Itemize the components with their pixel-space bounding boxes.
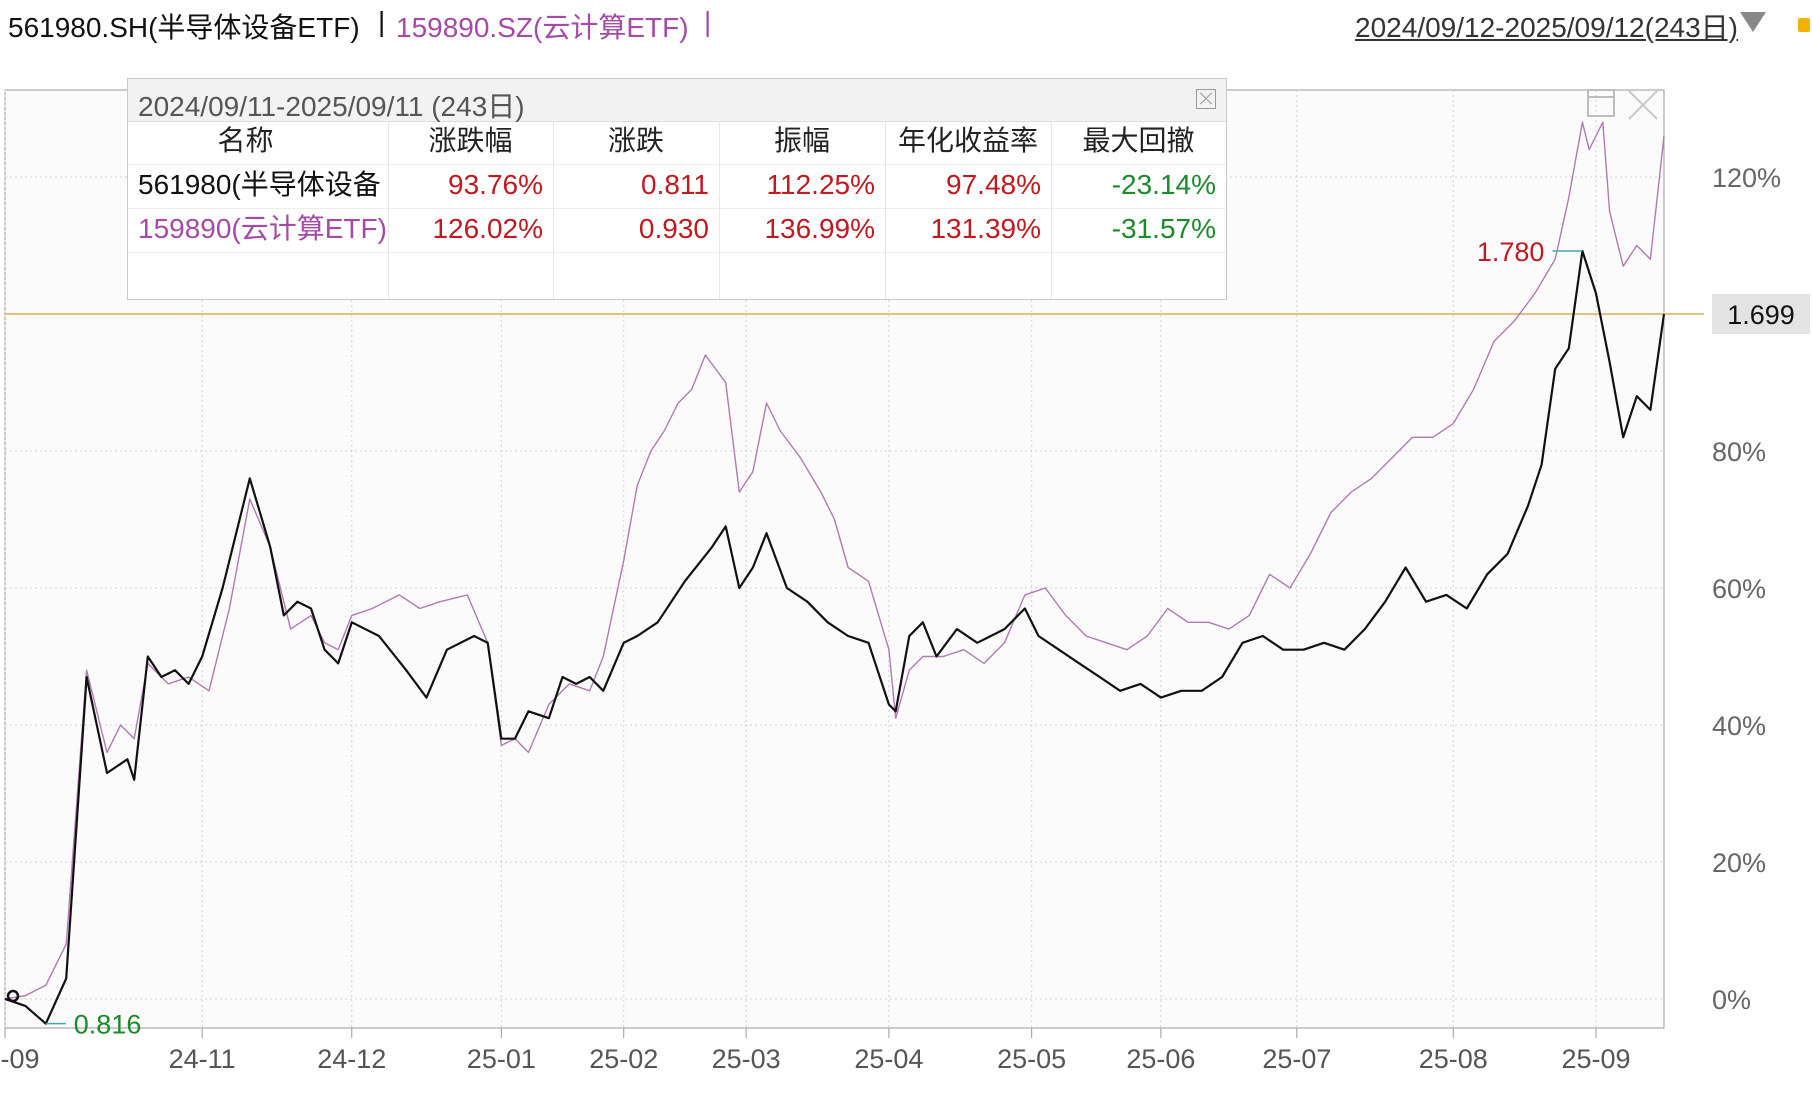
row-name[interactable]: 561980(半导体设备	[138, 169, 381, 200]
stats-panel: 2024/09/11-2025/09/11 (243日) 名称 涨跌幅 涨跌 振…	[127, 78, 1227, 300]
cell-change-pct: 93.76%	[448, 169, 543, 200]
column-header-change[interactable]: 涨跌	[607, 125, 664, 156]
cell-annualized: 131.39%	[930, 213, 1041, 244]
cell-change: 0.811	[641, 169, 709, 200]
row-divider	[128, 252, 1226, 253]
y-tick-label: 20%	[1712, 848, 1766, 878]
stats-period-title: 2024/09/11-2025/09/11 (243日)	[138, 91, 525, 122]
title-separator: |	[378, 6, 386, 37]
column-divider	[719, 121, 720, 299]
x-tick-label: 24-09	[0, 1044, 40, 1074]
current-value-tag	[1712, 294, 1810, 334]
column-divider	[553, 121, 554, 299]
series-a-title[interactable]: 561980.SH(半导体设备ETF)	[8, 12, 360, 43]
close-icon[interactable]	[1196, 89, 1216, 109]
column-header-amplitude[interactable]: 振幅	[773, 125, 830, 156]
x-tick-label: 25-07	[1262, 1044, 1331, 1074]
x-tick-label: 25-04	[854, 1044, 923, 1074]
y-tick-label: 120%	[1712, 163, 1781, 193]
row-name[interactable]: 159890(云计算ETF)	[138, 213, 386, 244]
x-tick-label: 25-02	[589, 1044, 658, 1074]
x-tick-label: 24-11	[169, 1044, 236, 1074]
x-tick-label: 25-03	[712, 1044, 781, 1074]
x-tick-label: 25-05	[997, 1044, 1066, 1074]
title-separator: |	[704, 6, 712, 37]
y-tick-label: 60%	[1712, 574, 1766, 604]
y-tick-label: 40%	[1712, 711, 1766, 741]
min-value-annotation: 0.816	[74, 1010, 142, 1040]
series-line-561980	[4, 249, 1666, 1025]
stats-panel-header: 2024/09/11-2025/09/11 (243日)	[128, 79, 1226, 122]
stats-table: 名称 涨跌幅 涨跌 振幅 年化收益率 最大回撤 561980(半导体设备 93.…	[128, 121, 1226, 299]
column-divider	[885, 121, 886, 299]
close-icon[interactable]	[1626, 88, 1660, 122]
column-header-name[interactable]: 名称	[217, 125, 274, 156]
window-icon[interactable]	[1586, 88, 1616, 118]
column-header-max-drawdown[interactable]: 最大回撤	[1082, 125, 1195, 156]
x-tick-label: 25-01	[467, 1044, 536, 1074]
column-divider	[388, 121, 389, 299]
x-tick-label: 25-09	[1561, 1044, 1630, 1074]
date-range-selector[interactable]: 2024/09/12-2025/09/12(243日)	[1355, 12, 1738, 43]
cell-max-drawdown: -31.57%	[1111, 213, 1216, 244]
x-tick-label: 25-08	[1419, 1044, 1488, 1074]
row-divider	[128, 208, 1226, 209]
series-line-159890	[4, 121, 1665, 1000]
cell-amplitude: 136.99%	[764, 213, 875, 244]
start-point-marker	[6, 989, 20, 1003]
max-value-annotation: 1.780	[1477, 237, 1545, 267]
cell-amplitude: 112.25%	[766, 169, 875, 200]
cell-annualized: 97.48%	[946, 169, 1041, 200]
badge-icon	[1798, 18, 1810, 32]
column-divider	[1051, 121, 1052, 299]
series-b-title[interactable]: 159890.SZ(云计算ETF)	[396, 12, 689, 43]
x-tick-label: 25-06	[1126, 1044, 1195, 1074]
cell-max-drawdown: -23.14%	[1111, 169, 1216, 200]
x-tick-label: 24-12	[317, 1044, 386, 1074]
header-bar: 561980.SH(半导体设备ETF) | 159890.SZ(云计算ETF) …	[0, 0, 1812, 46]
y-tick-label: 0%	[1712, 985, 1751, 1015]
chevron-down-icon[interactable]	[1740, 12, 1766, 32]
current-value-label: 1.699	[1727, 300, 1795, 330]
column-header-change-pct[interactable]: 涨跌幅	[428, 125, 513, 156]
column-header-annualized[interactable]: 年化收益率	[897, 125, 1038, 156]
cell-change: 0.930	[638, 213, 709, 244]
y-tick-label: 80%	[1712, 437, 1766, 467]
row-divider	[128, 164, 1226, 165]
cell-change-pct: 126.02%	[432, 213, 543, 244]
